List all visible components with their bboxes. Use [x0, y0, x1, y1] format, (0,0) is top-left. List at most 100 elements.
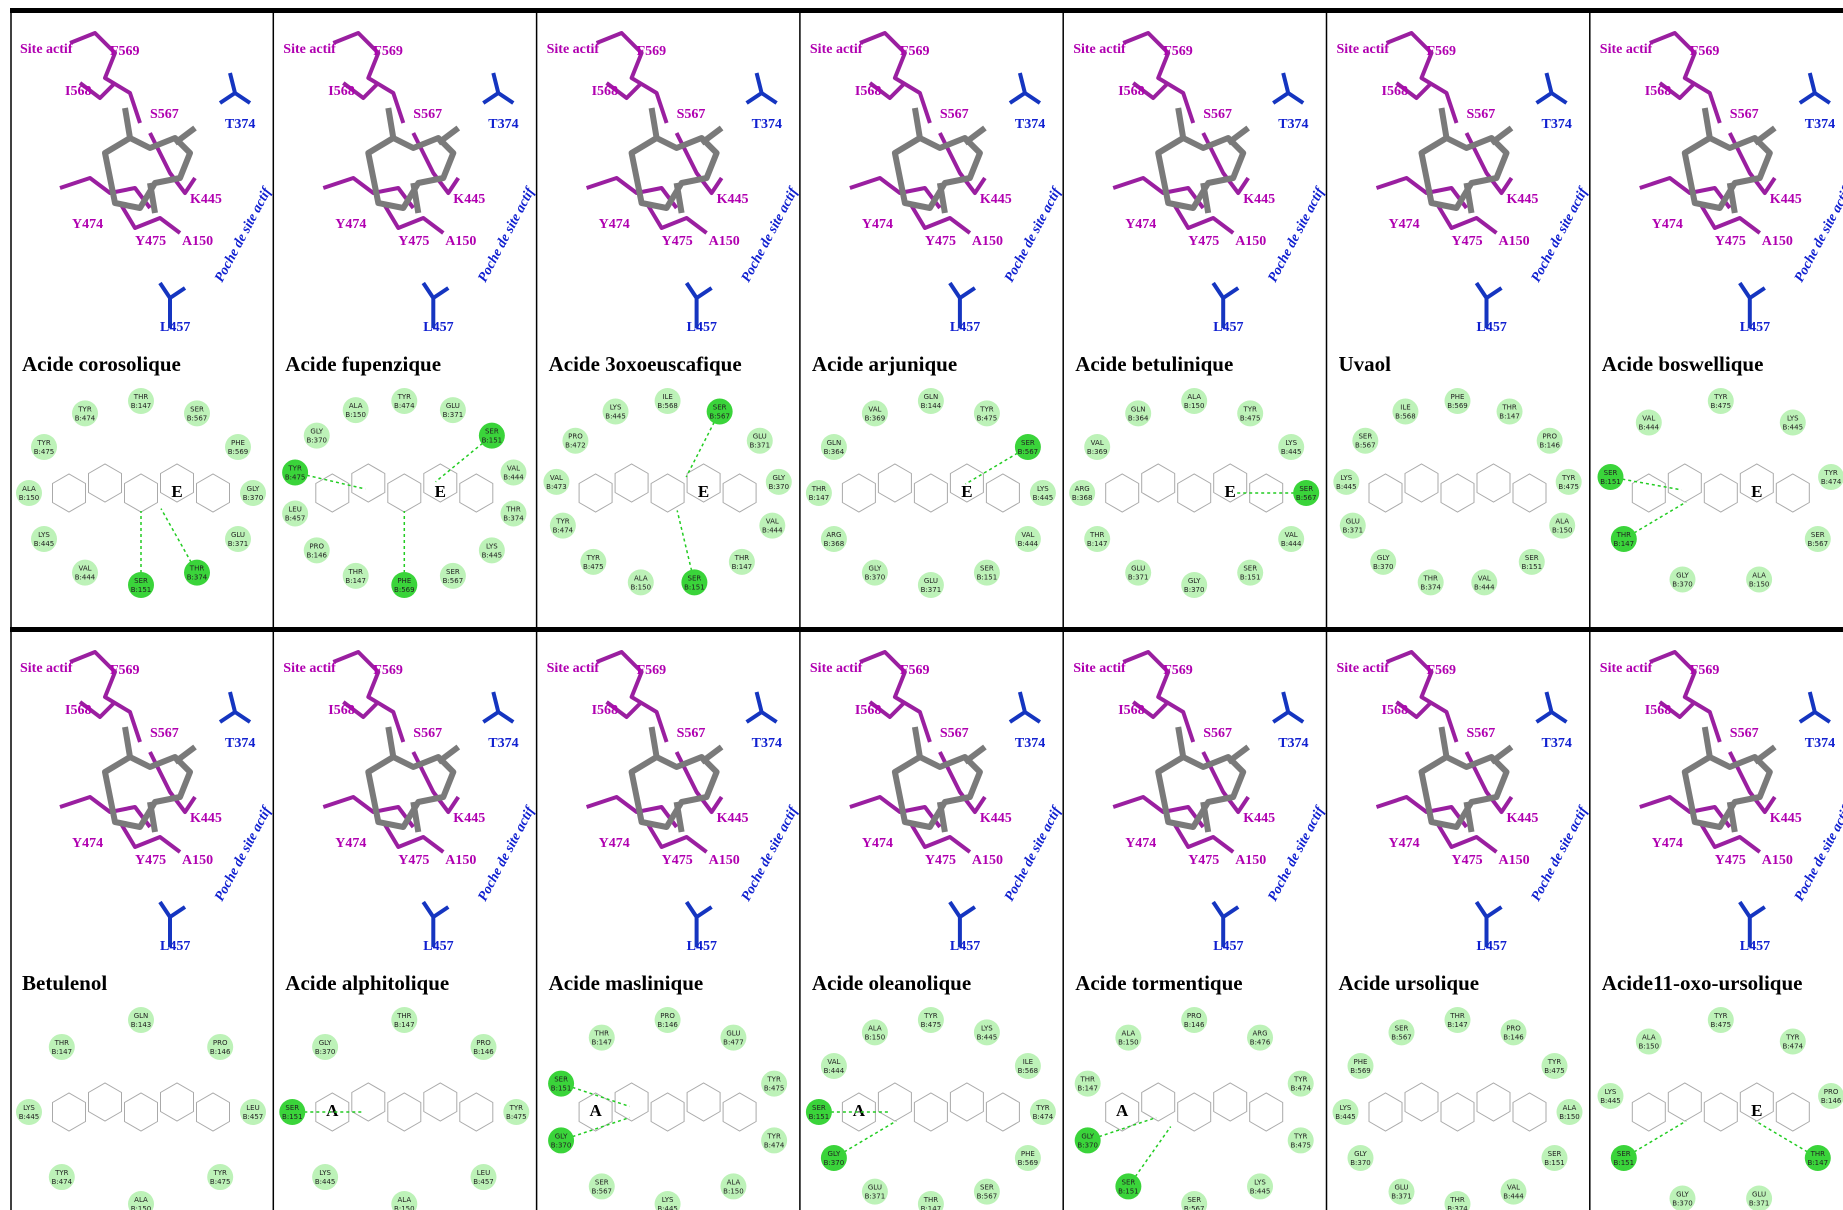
residue-label: K445: [190, 811, 222, 826]
residue-label: Y475: [662, 234, 693, 249]
residue-id: B:569: [1447, 402, 1468, 410]
residue-id: B:147: [52, 1048, 73, 1056]
residue-name: SER: [134, 577, 148, 585]
residue-id: B:150: [1559, 1113, 1580, 1121]
residue-label: F569: [637, 663, 667, 678]
residue-bubble: [128, 1007, 154, 1033]
residue-name: SER: [1617, 1150, 1631, 1158]
residue-name: GLY: [310, 428, 323, 436]
residue-id: B:445: [657, 1205, 678, 1210]
residue-label: S567: [150, 107, 179, 122]
residue-id: B:371: [1391, 1193, 1412, 1201]
ring-label: A: [326, 1101, 339, 1120]
residue-name: GLU: [1394, 1184, 1408, 1192]
residue-name: LYS: [319, 1169, 331, 1177]
compound-name: Acide 3oxoeuscafique: [549, 352, 742, 376]
residue-name: GLU: [1752, 1190, 1766, 1198]
residue-label: Site actif: [1337, 661, 1390, 676]
residue-bubble: [1030, 1099, 1056, 1125]
residue-label: I568: [1645, 703, 1671, 718]
residue-label: A150: [445, 853, 476, 868]
residue-label: K445: [1770, 192, 1802, 207]
residue-label: L457: [160, 939, 190, 954]
residue-name: PRO: [1542, 433, 1557, 441]
residue-name: ALA: [1187, 393, 1201, 401]
residue-label: Y474: [599, 836, 630, 851]
residue-id: B:364: [824, 448, 845, 456]
residue-label: Y474: [1389, 217, 1420, 232]
residue-id: B:445: [34, 540, 55, 548]
residue-id: B:444: [1503, 1193, 1524, 1201]
residue-name: GLU: [231, 531, 245, 539]
residue-label: I568: [855, 84, 881, 99]
residue-label: L457: [687, 320, 717, 335]
residue-label: F569: [1427, 663, 1457, 678]
residue-bubble: [1445, 1007, 1471, 1033]
residue-bubble: [1278, 526, 1304, 552]
residue-label: Y475: [398, 234, 429, 249]
residue-id: B:147: [732, 563, 753, 571]
residue-bubble: [1333, 1099, 1359, 1125]
residue-name: TYR: [1713, 1012, 1728, 1020]
residue-id: B:144: [921, 402, 942, 410]
residue-name: LEU: [288, 505, 301, 513]
residue-label: T374: [1278, 117, 1308, 132]
residue-bubble: [16, 480, 42, 506]
residue-name: VAL: [1642, 415, 1655, 423]
residue-id: B:151: [809, 1113, 830, 1121]
residue-name: SER: [1299, 485, 1313, 493]
residue-bubble: [1278, 434, 1304, 460]
residue-id: B:147: [394, 1021, 415, 1029]
residue-id: B:475: [1240, 414, 1261, 422]
residue-label: T374: [1805, 736, 1835, 751]
residue-label: F569: [900, 44, 930, 59]
residue-bubble: [240, 1099, 266, 1125]
residue-label: I568: [1382, 703, 1408, 718]
residue-id: B:151: [1544, 1159, 1565, 1167]
residue-bubble: [918, 572, 944, 598]
residue-id: B:475: [506, 1113, 527, 1121]
residue-bubble: [1611, 1145, 1637, 1171]
ring-label: E: [961, 482, 972, 501]
residue-name: VAL: [550, 474, 563, 482]
residue-name: TYR: [287, 465, 302, 473]
residue-label: F569: [373, 44, 403, 59]
residue-label: Y474: [599, 217, 630, 232]
residue-name: GLY: [1081, 1132, 1094, 1140]
residue-name: THR: [1501, 404, 1517, 412]
residue-label: S567: [1730, 726, 1759, 741]
residue-id: B:374: [503, 514, 524, 522]
residue-name: SER: [190, 405, 204, 413]
residue-label: Y474: [335, 217, 366, 232]
residue-name: GLY: [1377, 554, 1390, 562]
residue-id: B:568: [1018, 1067, 1039, 1075]
residue-name: THR: [505, 505, 521, 513]
residue-name: PRO: [213, 1039, 228, 1047]
residue-bubble: [391, 1007, 417, 1033]
residue-name: SER: [1525, 554, 1539, 562]
residue-id: B:150: [345, 411, 366, 419]
residue-name: VAL: [1478, 574, 1491, 582]
residue-id: B:370: [1672, 1199, 1693, 1207]
residue-bubble: [1611, 526, 1637, 552]
residue-name: LYS: [1340, 1104, 1352, 1112]
residue-id: B:569: [1350, 1067, 1371, 1075]
residue-label: Y474: [862, 836, 893, 851]
residue-name: TYR: [77, 405, 92, 413]
residue-label: Y475: [1715, 853, 1746, 868]
residue-label: F569: [1163, 44, 1193, 59]
residue-id: B:569: [228, 448, 249, 456]
residue-name: LYS: [38, 531, 50, 539]
residue-bubble: [655, 1007, 681, 1033]
residue-id: B:474: [75, 414, 96, 422]
compound-name: Acide arjunique: [812, 352, 957, 376]
residue-id: B:370: [769, 483, 790, 491]
residue-label: A150: [972, 853, 1003, 868]
residue-name: LEU: [246, 1104, 259, 1112]
residue-id: B:567: [1018, 448, 1039, 456]
residue-name: ALA: [1642, 1034, 1656, 1042]
ring-label: E: [1751, 1101, 1762, 1120]
residue-id: B:445: [1600, 1097, 1621, 1105]
residue-id: B:370: [551, 1141, 572, 1149]
residue-label: T374: [225, 736, 255, 751]
